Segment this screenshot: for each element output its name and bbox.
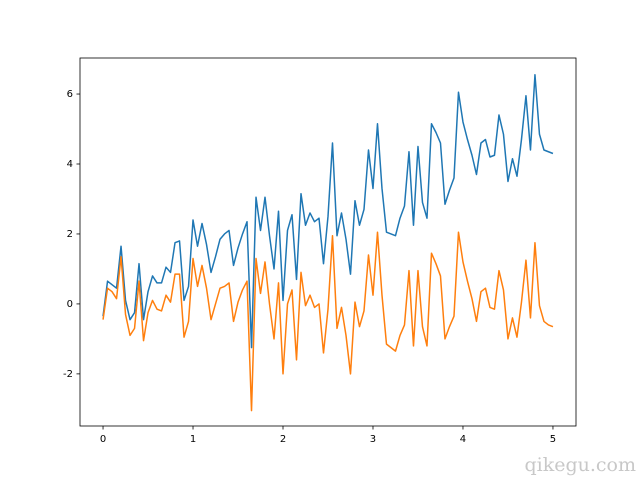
x-tick-label: 4: [460, 434, 466, 445]
x-tick-label: 1: [190, 434, 196, 445]
x-tick-label: 3: [370, 434, 376, 445]
x-tick-label: 5: [550, 434, 556, 445]
y-tick-label: 6: [67, 89, 73, 100]
y-tick-label: 2: [67, 229, 73, 240]
plot-frame: [79, 57, 577, 427]
y-tick-label: 0: [67, 299, 73, 310]
watermark: qikegu.com: [524, 454, 636, 476]
x-tick-label: 2: [280, 434, 286, 445]
x-tick-label: 0: [100, 434, 106, 445]
line-series: [102, 231, 554, 412]
line-series: [102, 74, 554, 349]
y-tick-label: -2: [63, 369, 73, 380]
y-tick-label: 4: [67, 159, 73, 170]
